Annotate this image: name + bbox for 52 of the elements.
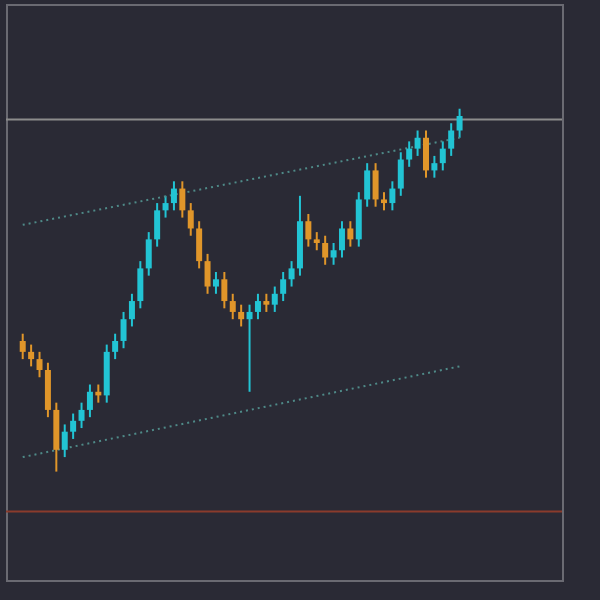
- candlestick: [263, 292, 270, 313]
- candlestick: [28, 343, 35, 368]
- candlestick: [238, 303, 245, 328]
- candlestick: [313, 231, 320, 252]
- candlestick: [322, 234, 329, 266]
- candlestick: [154, 202, 161, 248]
- candlestick: [204, 252, 211, 295]
- candlestick: [414, 129, 421, 157]
- candlestick: [296, 194, 303, 277]
- candlestick: [53, 401, 60, 473]
- candlestick: [196, 220, 203, 270]
- candlestick: [364, 162, 371, 208]
- candlestick: [61, 423, 68, 459]
- candlestick: [120, 310, 127, 350]
- candlestick: [271, 285, 278, 313]
- candlestick: [36, 350, 43, 379]
- candlestick: [305, 212, 312, 248]
- candlestick: [439, 140, 446, 172]
- candlestick: [288, 260, 295, 288]
- candlestick: [372, 162, 379, 208]
- candlestick: [422, 129, 429, 179]
- candlestick: [389, 180, 396, 212]
- candlestick: [397, 151, 404, 197]
- candlestick: [456, 107, 463, 139]
- candlestick: [103, 343, 110, 404]
- candlestick: [145, 231, 152, 277]
- candlestick: [70, 412, 77, 440]
- candlestick: [137, 260, 144, 310]
- candlestick: [170, 180, 177, 212]
- candlestick: [280, 271, 287, 303]
- candlestick: [162, 194, 169, 219]
- candlestick: [254, 292, 261, 321]
- candlestick: [330, 241, 337, 266]
- candlestick: [128, 292, 135, 328]
- candlestick: [44, 361, 51, 419]
- candlestick: [246, 303, 253, 393]
- candlestick: [179, 180, 186, 219]
- candlestick: [448, 122, 455, 157]
- candlestick: [212, 271, 219, 295]
- candlestick: [431, 154, 438, 179]
- candlestick: [347, 220, 354, 248]
- candlestick: [229, 292, 236, 321]
- candlestick: [112, 332, 119, 361]
- candlestick: [338, 220, 345, 259]
- candlestick: [221, 271, 228, 310]
- candlestick: [406, 140, 413, 168]
- candlestick: [78, 401, 85, 430]
- candlestick: [86, 383, 93, 419]
- candlestick: [355, 191, 362, 248]
- candlestick: [187, 202, 194, 237]
- candlestick: [19, 332, 26, 361]
- candlestick: [380, 191, 387, 212]
